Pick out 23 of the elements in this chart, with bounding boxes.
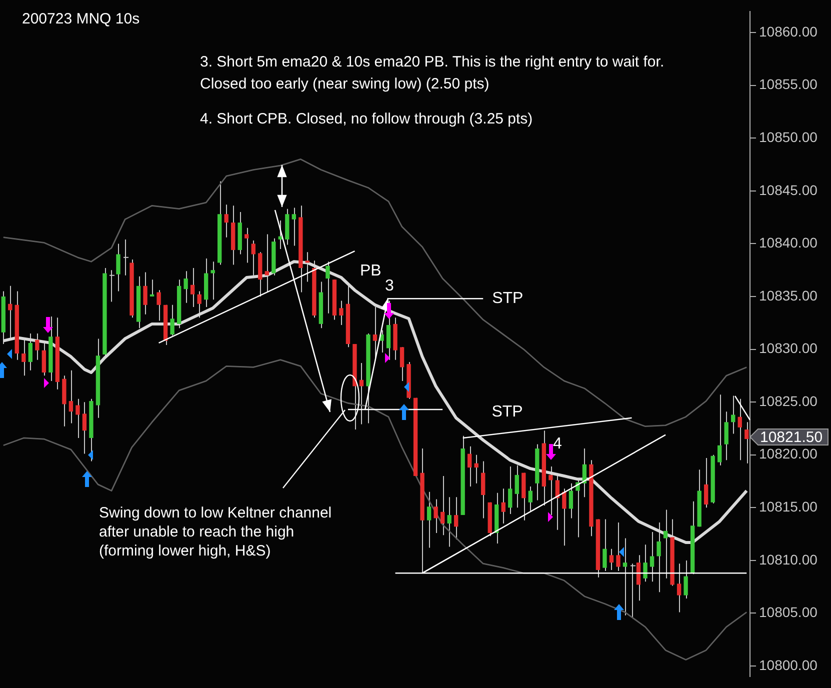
y-tick-label: 10825.00 [759,392,818,409]
y-tick-label: 10855.00 [759,76,818,92]
annotation: PB [360,262,382,280]
y-tick-label: 10820.00 [759,446,818,462]
y-tick-label: 10850.00 [759,128,818,145]
y-tick-label: 10840.00 [759,234,818,251]
text: 10821.50 [760,429,823,446]
y-tick-label: 10805.00 [759,604,818,620]
y-tick-label: 10830.00 [759,340,818,356]
series-label: STP [492,290,524,308]
annotation: 3. Short 5m ema20 & 10s ema20 PB. This is the right entry to wait for. Closed too early (near swing low) (2.50 pts) [200,54,664,93]
y-tick-label: 10800.00 [759,656,818,673]
y-tick-label: 10835.00 [759,287,818,304]
chart-title: 200723 MNQ 10s [22,10,140,28]
series-label: STP [492,403,523,420]
annotation: 4. Short CPB. Closed, no follow through (3.25 pts) [200,110,533,128]
y-tick-label: 10810.00 [759,551,818,568]
annotation: 3 [385,277,394,294]
y-tick-label: 10815.00 [759,498,818,515]
y-tick-label: 10845.00 [759,182,818,198]
annotation: 4 [553,435,562,452]
y-tick-label: 10860.00 [759,23,818,40]
annotation: Swing down to low Keltner channel after unable to reach the high (forming lower high, H&S) [99,504,332,560]
